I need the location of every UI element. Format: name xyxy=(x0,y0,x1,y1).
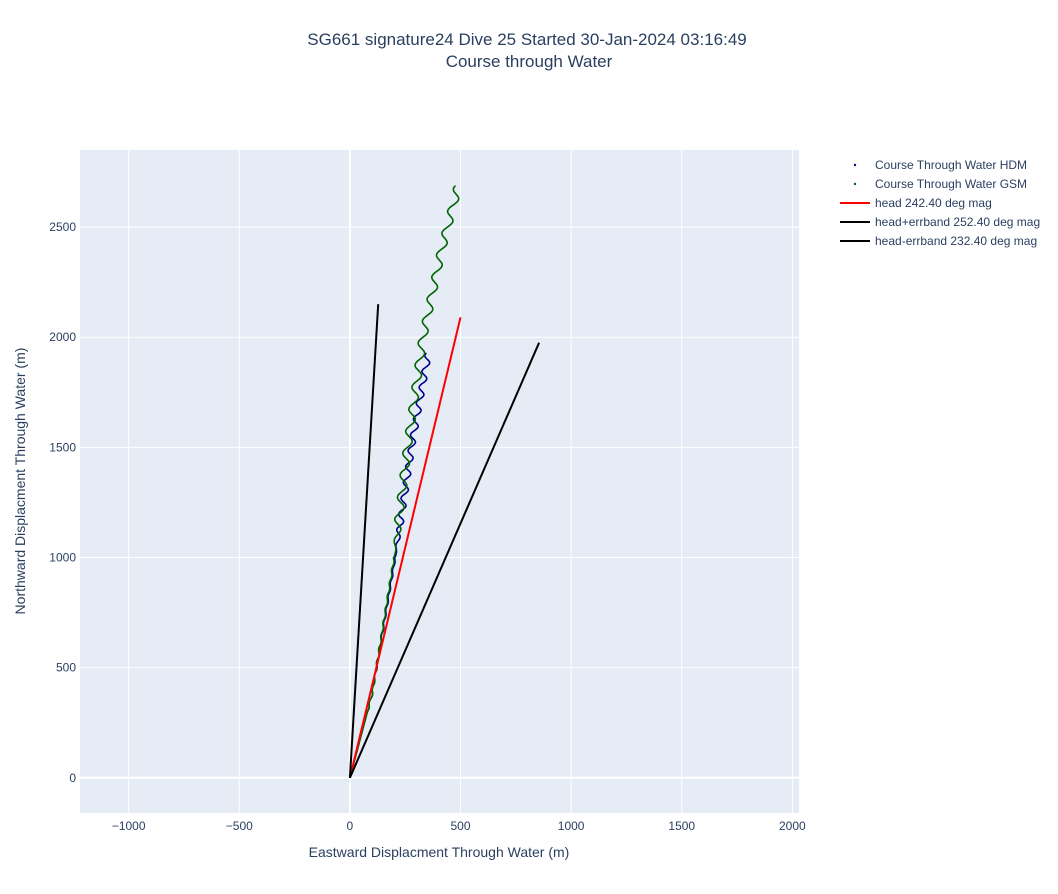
legend-marker xyxy=(853,182,857,186)
y-axis-title: Northward Displacment Through Water (m) xyxy=(12,348,28,615)
chart-title: SG661 signature24 Dive 25 Started 30-Jan… xyxy=(307,30,746,49)
x-tick-label: −500 xyxy=(226,819,253,833)
series-line-2 xyxy=(348,317,462,779)
x-tick-label: 1000 xyxy=(558,819,585,833)
x-tick-label: 500 xyxy=(451,819,471,833)
chart-subtitle: Course through Water xyxy=(446,52,613,71)
legend-marker xyxy=(853,163,857,167)
y-tick-label: 1000 xyxy=(49,550,76,564)
y-tick-label: 2500 xyxy=(49,220,76,234)
x-axis-title: Eastward Displacment Through Water (m) xyxy=(309,844,570,860)
plot-area[interactable] xyxy=(80,150,799,813)
zero-lines xyxy=(80,150,799,813)
x-tick-label: −1000 xyxy=(112,819,146,833)
legend-label: head-errband 232.40 deg mag xyxy=(875,234,1037,248)
legend[interactable]: Course Through Water HDM Course Through W… xyxy=(840,158,1040,248)
grid xyxy=(80,150,799,813)
x-tick-label: 2000 xyxy=(779,819,806,833)
legend-item-1[interactable]: Course Through Water GSM xyxy=(853,177,1027,191)
data-traces xyxy=(348,185,541,779)
x-ticks: −1000 −500 0 500 1000 1500 2000 xyxy=(112,819,806,833)
series-line-3 xyxy=(348,342,541,779)
legend-label: head 242.40 deg mag xyxy=(875,196,992,210)
legend-label: Course Through Water GSM xyxy=(875,177,1027,191)
legend-label: Course Through Water HDM xyxy=(875,158,1027,172)
legend-item-0[interactable]: Course Through Water HDM xyxy=(853,158,1027,172)
y-ticks: 0 500 1000 1500 2000 2500 xyxy=(49,220,76,785)
legend-item-3[interactable]: head+errband 252.40 deg mag xyxy=(840,215,1040,229)
legend-item-4[interactable]: head-errband 232.40 deg mag xyxy=(840,234,1037,248)
y-tick-label: 2000 xyxy=(49,330,76,344)
legend-label: head+errband 252.40 deg mag xyxy=(875,215,1040,229)
x-tick-label: 0 xyxy=(347,819,354,833)
y-tick-label: 0 xyxy=(69,771,76,785)
legend-item-2[interactable]: head 242.40 deg mag xyxy=(840,196,992,210)
x-tick-label: 1500 xyxy=(668,819,695,833)
series-line-4 xyxy=(348,304,380,778)
y-tick-label: 1500 xyxy=(49,440,76,454)
y-tick-label: 500 xyxy=(56,661,76,675)
